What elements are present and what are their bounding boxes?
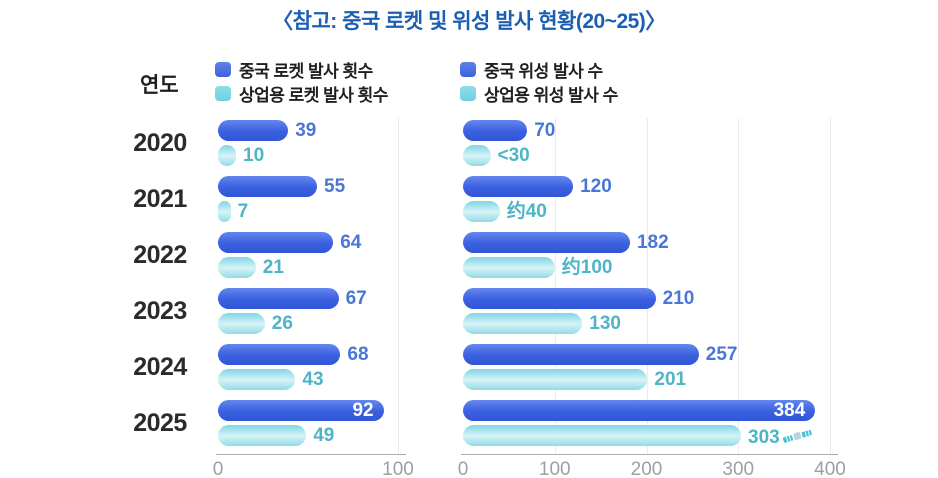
year-label-2021: 2021 bbox=[133, 185, 187, 213]
bar-2024-series0 bbox=[218, 344, 341, 365]
value-label: 210 bbox=[662, 288, 695, 309]
value-label: 64 bbox=[340, 232, 362, 253]
bar-2022-series0 bbox=[463, 232, 630, 253]
bar-2023-series1 bbox=[463, 313, 583, 334]
tick-label: 200 bbox=[630, 459, 663, 478]
legend-label: 상업용 위성 발사 수 bbox=[484, 85, 618, 105]
bar-2020-series0 bbox=[463, 120, 528, 141]
legend-swatch-satellites-total bbox=[460, 61, 476, 77]
legend-item: 중국 로켓 발사 횟수 bbox=[215, 57, 388, 81]
legend-satellites: 중국 위성 발사 수 상업용 위성 발사 수 bbox=[460, 57, 618, 105]
satellite-launch-chart: 0 100 200 300 400 70 <30 120 约40 182 约100 210 130 257… bbox=[458, 118, 846, 478]
bar-2021-series1 bbox=[463, 201, 500, 222]
bar-2025-series0 bbox=[218, 400, 384, 421]
value-label: 303 bbox=[748, 425, 813, 448]
bar-2023-series0 bbox=[218, 288, 339, 309]
tick-label: 0 bbox=[457, 459, 469, 478]
year-label-2025: 2025 bbox=[133, 409, 187, 437]
value-label: <30 bbox=[497, 145, 530, 166]
bar-2024-series1 bbox=[463, 369, 648, 390]
year-label-2024: 2024 bbox=[133, 353, 187, 381]
value-label: 130 bbox=[589, 313, 621, 334]
gridline bbox=[830, 118, 831, 454]
legend-swatch-satellites-commercial bbox=[460, 85, 476, 101]
value-label: 384 bbox=[773, 400, 806, 421]
value-label: 92 bbox=[352, 400, 374, 421]
legend-label: 중국 로켓 발사 횟수 bbox=[239, 61, 373, 81]
year-label-2023: 2023 bbox=[133, 297, 187, 325]
legend-item: 상업용 로켓 발사 횟수 bbox=[215, 81, 388, 105]
x-axis-line bbox=[216, 454, 406, 455]
value-label: 43 bbox=[302, 369, 324, 390]
rocket-launch-chart: 0 100 39 10 55 7 64 21 67 26 68 43 92 49 bbox=[213, 118, 414, 478]
bar-2023-series0 bbox=[463, 288, 656, 309]
gridline bbox=[646, 118, 648, 454]
value-label: 26 bbox=[271, 313, 293, 334]
legend-label: 중국 위성 발사 수 bbox=[484, 61, 603, 81]
bar-2025-series1 bbox=[218, 425, 307, 446]
legend-rockets: 중국 로켓 발사 횟수 상업용 로켓 발사 횟수 bbox=[215, 57, 388, 105]
value-label: 21 bbox=[262, 257, 284, 278]
bar-2022-series0 bbox=[218, 232, 334, 253]
bar-2024-series0 bbox=[463, 344, 699, 365]
gridline bbox=[398, 118, 399, 454]
satellite-icon bbox=[780, 421, 816, 455]
bar-2022-series1 bbox=[218, 257, 256, 278]
x-axis-line bbox=[461, 454, 838, 455]
tick-label: 100 bbox=[382, 459, 414, 478]
legend-label: 상업용 로켓 발사 횟수 bbox=[239, 85, 388, 105]
bar-2020-series1 bbox=[218, 145, 236, 166]
value-label: 7 bbox=[237, 201, 249, 222]
bar-2025-series0 bbox=[463, 400, 816, 421]
tick-label: 0 bbox=[212, 459, 224, 478]
value-label: 182 bbox=[636, 232, 669, 253]
bar-2020-series0 bbox=[218, 120, 289, 141]
value-label: 67 bbox=[345, 288, 367, 309]
legend-swatch-rockets-total bbox=[215, 61, 231, 77]
value-label: 70 bbox=[534, 120, 556, 141]
gridline bbox=[554, 118, 556, 454]
bar-2021-series0 bbox=[463, 176, 574, 197]
legend-swatch-rockets-commercial bbox=[215, 85, 231, 101]
year-label-2022: 2022 bbox=[133, 241, 187, 269]
bar-2025-series1 bbox=[463, 425, 741, 446]
bar-2020-series1 bbox=[463, 145, 491, 166]
legend-item: 상업용 위성 발사 수 bbox=[460, 81, 618, 105]
chart-title: 〈참고: 중국 로켓 및 위성 발사 현황(20~25)〉 bbox=[272, 10, 666, 33]
value-label: 约40 bbox=[506, 201, 547, 222]
tick-label: 400 bbox=[814, 459, 846, 478]
bar-2021-series1 bbox=[218, 201, 231, 222]
value-label: 39 bbox=[295, 120, 317, 141]
value-label: 68 bbox=[347, 344, 369, 365]
tick-label: 300 bbox=[722, 459, 755, 478]
value-label: 120 bbox=[580, 176, 612, 197]
legend-item: 중국 위성 발사 수 bbox=[460, 57, 618, 81]
value-label: 49 bbox=[313, 425, 335, 446]
year-label-2020: 2020 bbox=[133, 129, 187, 157]
bar-2024-series1 bbox=[218, 369, 296, 390]
value-label: 201 bbox=[654, 369, 687, 390]
bar-2021-series0 bbox=[218, 176, 317, 197]
gridline bbox=[738, 118, 740, 454]
value-label: 55 bbox=[324, 176, 346, 197]
value-label: 257 bbox=[705, 344, 738, 365]
value-label: 约100 bbox=[561, 257, 613, 278]
value-label: 10 bbox=[243, 145, 265, 166]
bar-2023-series1 bbox=[218, 313, 265, 334]
bar-2022-series1 bbox=[463, 257, 555, 278]
year-axis-label: 연도 bbox=[140, 74, 179, 97]
tick-label: 100 bbox=[538, 459, 571, 478]
